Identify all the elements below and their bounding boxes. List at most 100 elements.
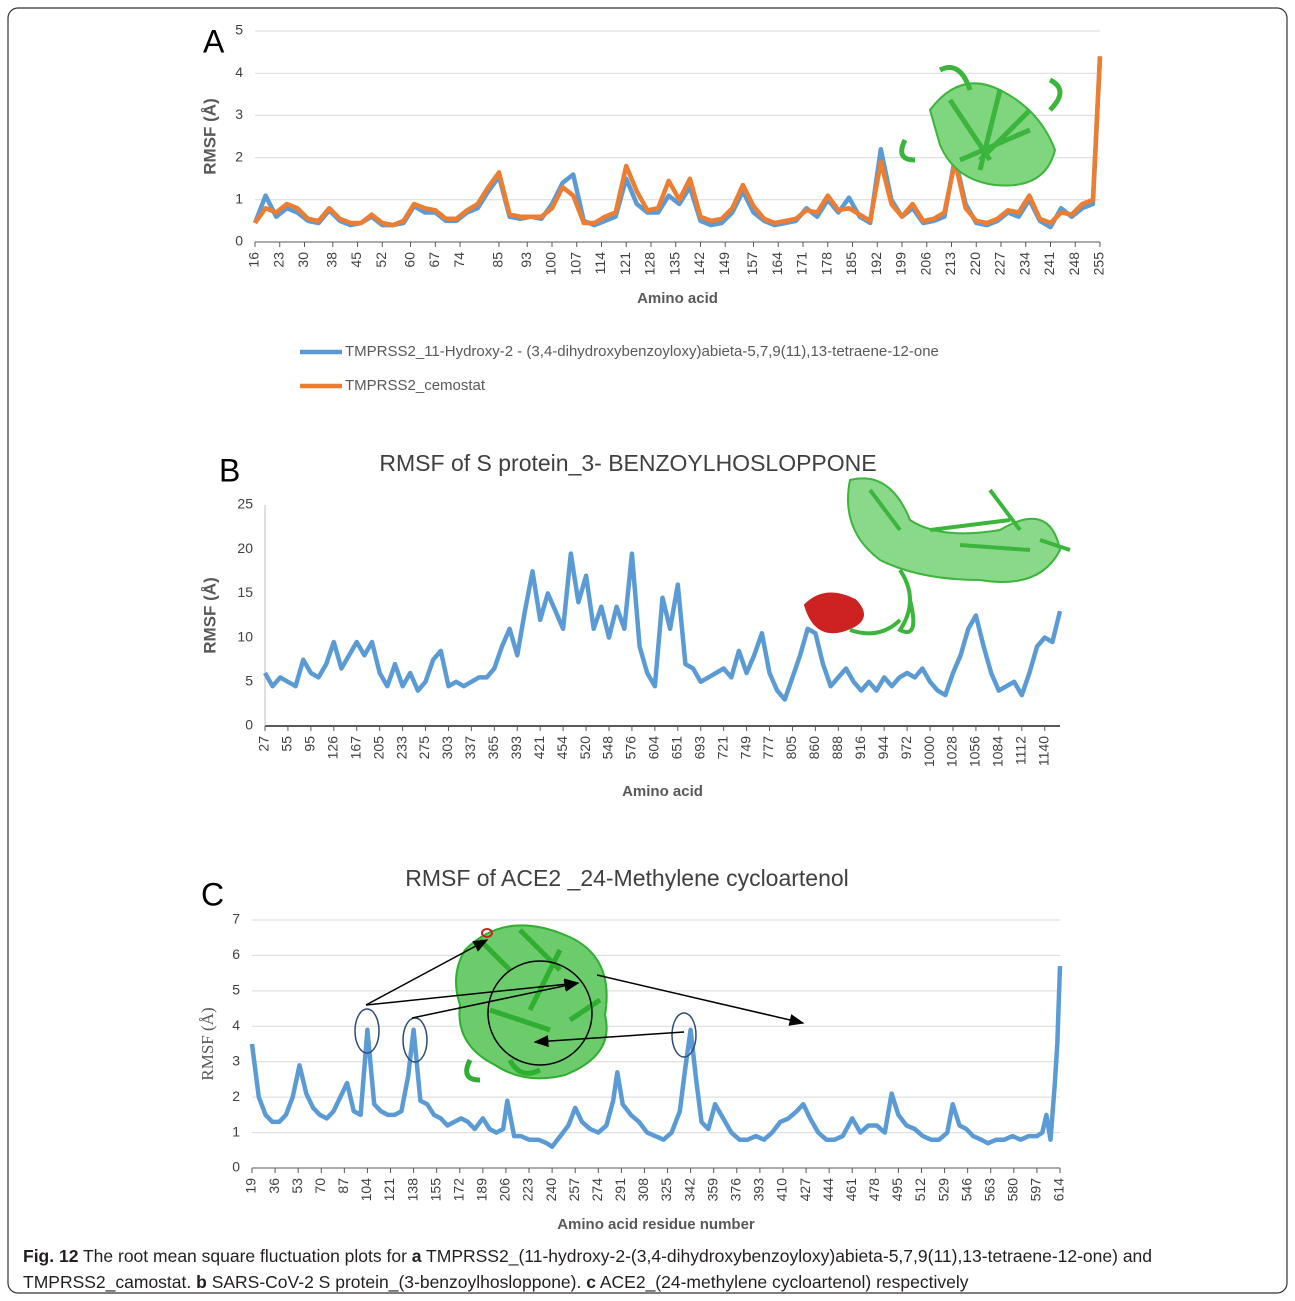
x-tick-label: 376	[728, 1178, 744, 1202]
x-tick-label: 257	[566, 1178, 582, 1202]
x-tick-label: 164	[769, 252, 785, 276]
panel-label: C	[201, 876, 224, 912]
x-tick-label: 126	[325, 736, 341, 760]
x-axis-label: Amino acid	[622, 783, 703, 800]
y-tick-label: 6	[232, 946, 240, 962]
y-tick-label: 0	[235, 233, 243, 249]
y-tick-label: 3	[235, 106, 243, 122]
y-tick-label: 1	[235, 191, 243, 207]
x-tick-label: 604	[646, 736, 662, 760]
x-tick-label: 1140	[1035, 736, 1051, 766]
legend-label: TMPRSS2_cemostat	[345, 377, 486, 394]
protein-image-a	[902, 68, 1060, 186]
y-tick-label: 4	[235, 64, 243, 80]
y-tick-label: 5	[235, 22, 243, 38]
x-tick-label: 337	[462, 736, 478, 760]
x-tick-label: 93	[518, 252, 534, 268]
caption-text: The root mean square fluctuation plots f…	[78, 1246, 411, 1266]
x-tick-label: 546	[958, 1178, 974, 1202]
x-tick-label: 651	[668, 736, 684, 760]
x-tick-label: 142	[691, 252, 707, 276]
x-tick-label: 53	[289, 1178, 305, 1194]
y-tick-label: 1	[232, 1123, 240, 1139]
x-tick-label: 512	[912, 1178, 928, 1202]
x-axis-label: Amino acid	[637, 290, 718, 307]
x-tick-label: 1112	[1012, 736, 1028, 765]
x-tick-label: 308	[635, 1178, 651, 1202]
y-tick-label: 0	[245, 717, 253, 733]
x-tick-label: 303	[439, 736, 455, 760]
x-tick-label: 157	[744, 252, 760, 276]
x-tick-label: 107	[567, 252, 583, 276]
page: AAmino acidRMSF (Å)012345162330384552606…	[0, 0, 1295, 1301]
x-tick-label: 95	[302, 736, 318, 752]
panel-label: A	[203, 23, 225, 59]
x-tick-label: 74	[451, 252, 467, 268]
x-tick-label: 23	[270, 252, 286, 268]
figure: AAmino acidRMSF (Å)012345162330384552606…	[0, 0, 1295, 1301]
x-tick-label: 365	[485, 736, 501, 760]
x-tick-label: 454	[554, 736, 570, 760]
x-tick-label: 393	[508, 736, 524, 760]
x-tick-label: 1084	[990, 736, 1006, 767]
x-tick-label: 189	[474, 1178, 490, 1202]
x-tick-label: 563	[981, 1178, 997, 1202]
x-tick-label: 274	[589, 1178, 605, 1202]
y-tick-label: 4	[232, 1017, 240, 1033]
x-tick-label: 944	[875, 736, 891, 760]
x-tick-label: 36	[266, 1178, 282, 1194]
x-tick-label: 114	[592, 252, 608, 275]
x-tick-label: 67	[426, 252, 442, 268]
x-tick-label: 749	[737, 736, 753, 760]
x-tick-label: 199	[893, 252, 909, 276]
x-tick-label: 860	[806, 736, 822, 760]
caption-bold: a	[412, 1246, 422, 1266]
x-tick-label: 87	[335, 1178, 351, 1194]
x-tick-label: 410	[774, 1178, 790, 1202]
x-tick-label: 104	[358, 1178, 374, 1202]
x-tick-label: 255	[1091, 252, 1107, 276]
x-tick-label: 167	[347, 736, 363, 760]
x-tick-label: 121	[381, 1178, 397, 1202]
x-tick-label: 128	[642, 252, 658, 276]
caption-bold: Fig. 12	[23, 1246, 78, 1266]
y-axis-label: RMSF (Å)	[198, 1007, 217, 1080]
x-tick-label: 16	[246, 252, 262, 268]
protein-image-b	[805, 478, 1070, 633]
x-tick-label: 520	[577, 736, 593, 760]
y-axis-label: RMSF (Å)	[200, 577, 219, 653]
y-tick-label: 10	[237, 628, 253, 644]
x-tick-label: 30	[295, 252, 311, 268]
x-tick-label: 241	[1041, 252, 1057, 276]
y-tick-label: 0	[232, 1159, 240, 1175]
y-tick-label: 7	[232, 911, 240, 927]
y-tick-label: 5	[245, 673, 253, 689]
x-tick-label: 27	[256, 736, 272, 752]
caption-text: ACE2_(24-methylene cycloartenol) respect…	[596, 1272, 969, 1292]
caption-bold: c	[586, 1272, 596, 1292]
x-tick-label: 916	[852, 736, 868, 760]
x-tick-label: 597	[1028, 1178, 1044, 1202]
x-tick-label: 213	[942, 252, 958, 276]
y-tick-label: 15	[237, 584, 253, 600]
x-tick-label: 178	[818, 252, 834, 276]
x-tick-label: 614	[1051, 1178, 1067, 1202]
x-tick-label: 576	[623, 736, 639, 760]
legend-label: TMPRSS2_11-Hydroxy-2 - (3,4-dihydroxyben…	[345, 343, 939, 360]
x-tick-label: 888	[829, 736, 845, 760]
x-tick-label: 1028	[944, 736, 960, 767]
x-tick-label: 38	[323, 252, 339, 268]
x-tick-label: 478	[866, 1178, 882, 1202]
y-tick-label: 25	[237, 496, 253, 512]
x-tick-label: 85	[490, 252, 506, 268]
x-tick-label: 777	[760, 736, 776, 760]
x-tick-label: 234	[1016, 252, 1032, 276]
x-tick-label: 70	[312, 1178, 328, 1194]
x-tick-label: 529	[935, 1178, 951, 1202]
x-tick-label: 233	[393, 736, 409, 760]
x-tick-label: 342	[681, 1178, 697, 1202]
y-tick-label: 20	[237, 540, 253, 556]
x-tick-label: 121	[617, 252, 633, 276]
x-tick-label: 205	[370, 736, 386, 760]
x-tick-label: 693	[691, 736, 707, 760]
